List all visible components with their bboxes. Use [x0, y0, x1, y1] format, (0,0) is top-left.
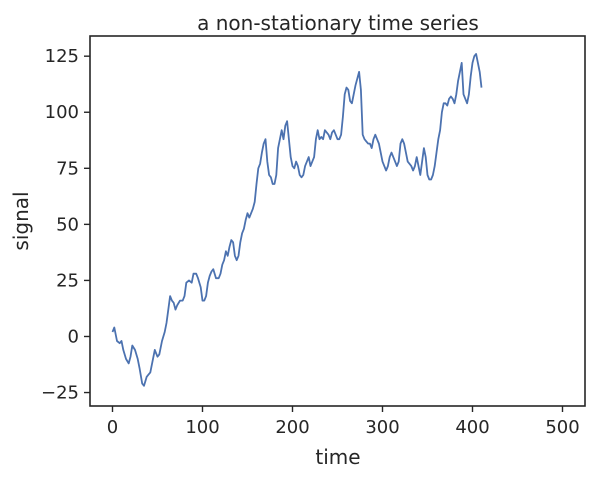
y-axis: −25 0 25 50 75 100 125 — [41, 46, 90, 404]
y-tick-label: 100 — [45, 102, 79, 123]
x-tick-label: 400 — [455, 417, 489, 438]
y-tick-label: 25 — [56, 270, 79, 291]
x-axis-label: time — [315, 445, 360, 469]
signal-line — [111, 53, 483, 387]
x-axis: 0 100 200 300 400 500 — [107, 406, 580, 438]
x-tick-label: 0 — [107, 417, 118, 438]
y-tick-label: 0 — [68, 326, 79, 347]
y-tick-label: 75 — [56, 158, 79, 179]
x-tick-label: 500 — [545, 417, 579, 438]
y-tick-label: −25 — [41, 383, 79, 404]
plot-frame — [89, 35, 586, 407]
y-tick-label: 50 — [56, 214, 79, 235]
x-tick-label: 300 — [365, 417, 399, 438]
x-tick-label: 100 — [185, 417, 219, 438]
y-axis-label: signal — [9, 191, 33, 250]
chart-title: a non-stationary time series — [197, 11, 479, 35]
y-tick-label: 125 — [45, 46, 79, 67]
x-tick-label: 200 — [275, 417, 309, 438]
